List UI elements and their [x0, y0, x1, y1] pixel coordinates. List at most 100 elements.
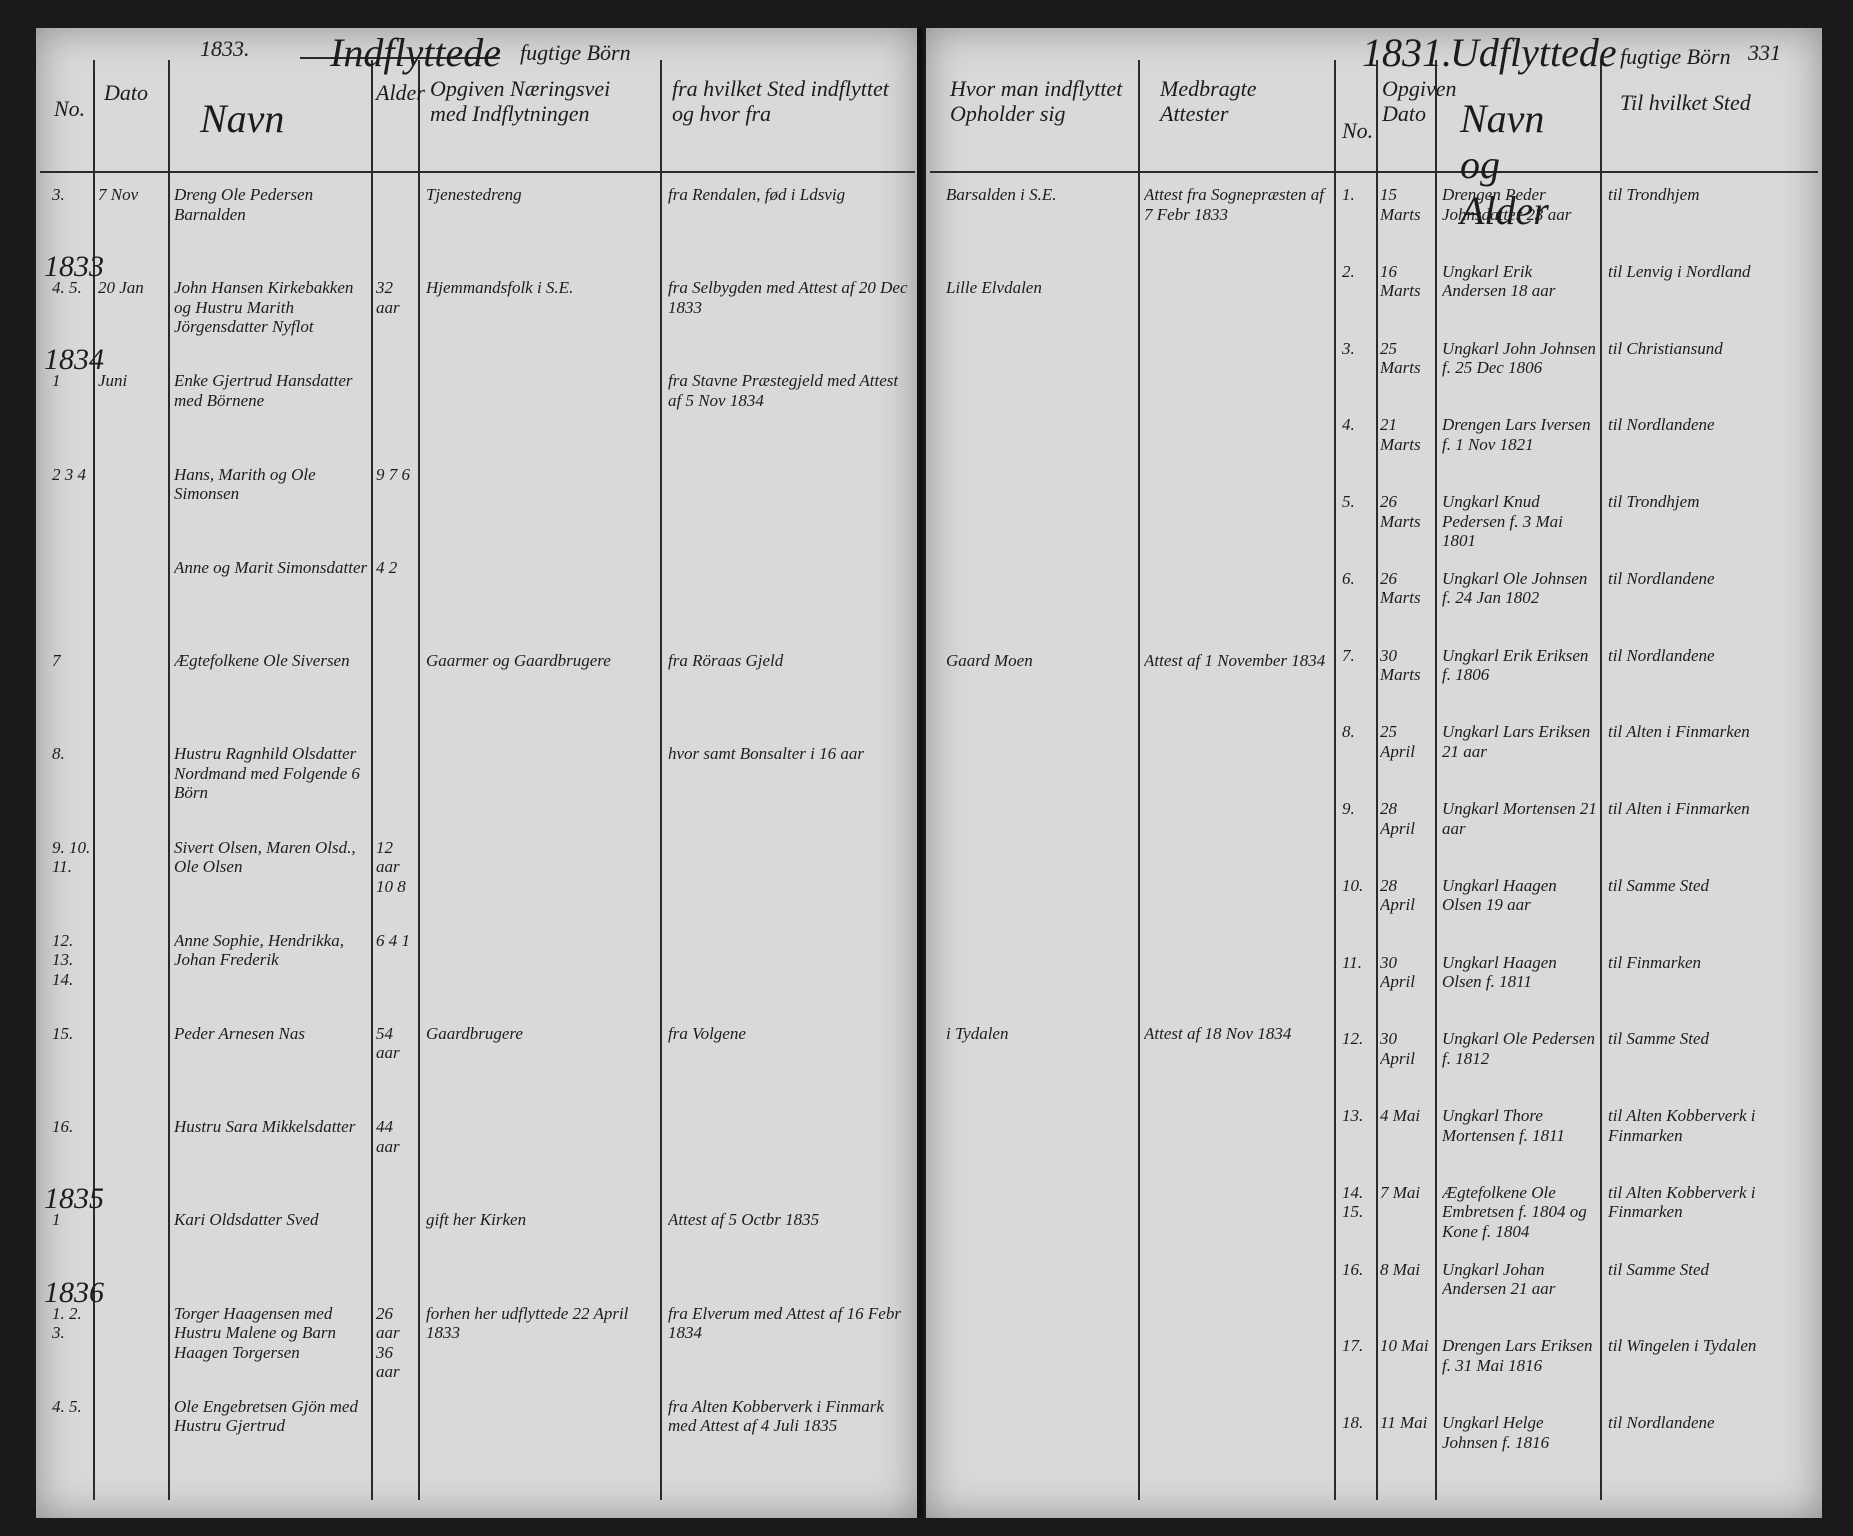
row-name: Enke Gjertrud Hansdatter med Börnene	[174, 371, 353, 410]
page-number: 331	[1748, 40, 1781, 65]
row-name: Kari Oldsdatter Sved	[174, 1210, 319, 1230]
column-header: Opgiven Næringsvei med Indflytningen	[430, 76, 611, 127]
row-number: 2 3 4	[52, 464, 86, 484]
row-name: Ungkarl Helge Johnsen f. 1816	[1442, 1413, 1550, 1452]
row-residence: Barsalden i S.E.	[946, 185, 1057, 204]
row-date: 8 Mai	[1380, 1259, 1421, 1279]
row-name: Ole Engebretsen Gjön med Hustru Gjertrud	[174, 1396, 358, 1436]
row-number: 17.	[1342, 1336, 1364, 1356]
row-date: 15 Marts	[1380, 185, 1421, 224]
row-number: 9. 10. 11.	[52, 837, 91, 877]
year-marker: 1835	[44, 1182, 104, 1216]
row-number: 1.	[1342, 185, 1355, 204]
row-number: 10.	[1342, 875, 1364, 895]
row-number: 4. 5.	[52, 1396, 82, 1416]
row-name: Drengen Lars Eriksen f. 31 Mai 1816	[1442, 1336, 1593, 1376]
row-date: 16 Marts	[1380, 261, 1421, 301]
header-subtitle: fugtige Börn	[520, 40, 631, 65]
row-number: 8.	[52, 744, 65, 764]
column-header: Medbragte Attester	[1160, 76, 1257, 127]
row-name: Ungkarl Mortensen 21 aar	[1442, 799, 1597, 838]
row-number: 3.	[52, 185, 65, 204]
row-date: Juni	[98, 371, 128, 391]
row-name: Ungkarl Erik Eriksen f. 1806	[1442, 645, 1589, 685]
row-number: 4.	[1342, 415, 1355, 435]
row-name: Hustru Sara Mikkelsdatter	[174, 1117, 356, 1137]
row-name: Drengen Lars Iversen f. 1 Nov 1821	[1442, 415, 1591, 454]
column-header: Til hvilket Sted	[1620, 90, 1751, 115]
row-origin: fra Röraas Gjeld	[668, 651, 784, 671]
year-marker: 1836	[44, 1275, 104, 1309]
row-date: 11 Mai	[1380, 1413, 1428, 1433]
row-destination: til Trondhjem	[1608, 492, 1700, 512]
row-name: Ungkarl Lars Eriksen 21 aar	[1442, 722, 1591, 761]
row-number: 6.	[1342, 568, 1355, 588]
column-header: No.	[54, 96, 86, 121]
row-name: Ungkarl Knud Pedersen f. 3 Mai 1801	[1442, 492, 1563, 551]
row-occupation: forhen her udflyttede 22 April 1833	[426, 1303, 629, 1343]
row-destination: til Alten Kobberverk i Finmarken	[1608, 1182, 1756, 1222]
row-date: 30 April	[1380, 1029, 1415, 1068]
column-header: Dato	[104, 80, 148, 105]
row-destination: til Samme Sted	[1608, 1259, 1710, 1279]
row-date: 30 April	[1380, 952, 1415, 992]
row-destination: til Nordlandene	[1608, 1413, 1715, 1433]
row-residence: Lille Elvdalen	[946, 278, 1042, 298]
row-destination: til Nordlandene	[1608, 415, 1715, 435]
row-name: Ungkarl Haagen Olsen f. 1811	[1442, 952, 1557, 992]
row-age: 6 4 1	[376, 930, 410, 950]
row-name: Hustru Ragnhild Olsdatter Nordmand med F…	[174, 744, 360, 803]
row-number: 1	[52, 1210, 61, 1230]
year-marker: 1833	[44, 250, 104, 284]
row-origin: fra Rendalen, fød i Ldsvig	[668, 185, 846, 204]
row-name: John Hansen Kirkebakken og Hustru Marith…	[174, 278, 354, 337]
row-destination: til Alten i Finmarken	[1608, 722, 1750, 742]
row-date: 4 Mai	[1380, 1106, 1421, 1126]
row-occupation: Gaardbrugere	[426, 1023, 523, 1043]
right-page	[926, 28, 1822, 1518]
column-header: fra hvilket Sted indflyttet og hvor fra	[672, 76, 889, 127]
row-name: Ungkarl John Johnsen f. 25 Dec 1806	[1442, 338, 1596, 378]
row-origin: Attest af 5 Octbr 1835	[668, 1210, 820, 1230]
row-name: Torger Haagensen med Hustru Malene og Ba…	[174, 1303, 336, 1362]
column-header: Alder	[376, 80, 425, 105]
row-number: 13.	[1342, 1106, 1364, 1126]
row-name: Ungkarl Johan Andersen 21 aar	[1442, 1259, 1556, 1299]
column-header: Hvor man indflyttet Opholder sig	[950, 76, 1123, 127]
row-destination: til Christiansund	[1608, 338, 1723, 358]
row-date: 28 April	[1380, 799, 1415, 838]
column-header: Navn	[200, 96, 285, 141]
row-name: Drengen Peder Johnsdatter 23 aar	[1442, 185, 1572, 224]
row-name: Ungkarl Ole Pedersen f. 1812	[1442, 1029, 1595, 1068]
row-name: Ægtefolkene Ole Siversen	[174, 651, 350, 671]
row-number: 7.	[1342, 645, 1355, 665]
header-year: 1833.	[200, 36, 250, 61]
row-destination: til Alten Kobberverk i Finmarken	[1608, 1106, 1756, 1145]
row-age: 26 aar 36 aar	[376, 1303, 400, 1382]
row-age: 54 aar	[376, 1023, 400, 1063]
row-name: Ungkarl Ole Johnsen f. 24 Jan 1802	[1442, 568, 1588, 608]
row-number: 11.	[1342, 952, 1362, 972]
row-occupation: Tjenestedreng	[426, 185, 522, 204]
year-marker: 1834	[44, 343, 104, 377]
row-origin: fra Volgene	[668, 1023, 746, 1043]
column-header: Opgiven Dato	[1382, 76, 1457, 127]
row-destination: til Trondhjem	[1608, 185, 1700, 204]
row-date: 20 Jan	[98, 278, 144, 298]
row-number: 2.	[1342, 261, 1355, 281]
row-date: 10 Mai	[1380, 1336, 1429, 1356]
row-number: 1	[52, 371, 61, 391]
row-date: 26 Marts	[1380, 568, 1421, 608]
row-number: 18.	[1342, 1413, 1364, 1433]
row-residence: i Tydalen	[946, 1023, 1009, 1043]
row-name: Anne og Marit Simonsdatter	[174, 557, 368, 577]
row-date: 21 Marts	[1380, 415, 1421, 454]
row-number: 5.	[1342, 492, 1355, 512]
row-age: 12 aar 10 8	[376, 837, 406, 896]
row-name: Dreng Ole Pedersen Barnalden	[174, 185, 314, 224]
row-number: 9.	[1342, 799, 1355, 819]
row-name: Anne Sophie, Hendrikka, Johan Frederik	[174, 930, 344, 970]
row-age: 44 aar	[376, 1117, 400, 1156]
row-attest: Attest af 18 Nov 1834	[1144, 1023, 1292, 1043]
